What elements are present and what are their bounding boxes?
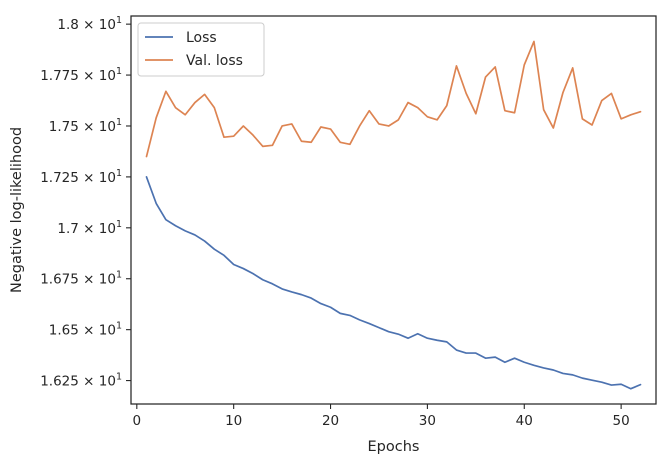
y-tick-base: 10 (99, 119, 116, 135)
y-tick-times: × (79, 68, 99, 84)
plot-frame (130, 15, 657, 405)
series-line-1 (145, 40, 642, 158)
y-tick-label: 1.75 × 101 (49, 117, 122, 135)
series-layer (145, 40, 642, 390)
y-tick-times: × (79, 374, 99, 390)
y-tick-base: 10 (99, 272, 116, 288)
y-tick-base: 10 (99, 323, 116, 339)
y-tick-base: 10 (99, 170, 116, 186)
y-tick-times: × (79, 323, 99, 339)
y-tick-mantissa: 1.675 (40, 272, 79, 288)
x-axis-ticks: 0 10 20 30 40 50 (133, 404, 630, 429)
y-tick-exponent: 1 (116, 168, 122, 179)
y-tick-exponent: 1 (116, 117, 122, 128)
x-tick-label: 50 (613, 413, 630, 429)
y-tick-times: × (79, 170, 99, 186)
y-tick-times: × (79, 272, 99, 288)
y-tick-exponent: 1 (116, 372, 122, 383)
y-tick-base: 10 (99, 374, 116, 390)
x-tick-label: 10 (225, 413, 242, 429)
legend-label: Loss (186, 30, 217, 46)
y-tick-label: 1.65 × 101 (49, 321, 122, 339)
y-tick-times: × (79, 119, 99, 135)
legend-label: Val. loss (186, 53, 243, 69)
y-tick-exponent: 1 (116, 66, 122, 77)
y-tick-label: 1.8 × 101 (57, 15, 122, 33)
x-tick-label: 40 (516, 413, 533, 429)
y-tick-base: 10 (99, 17, 116, 33)
y-tick-base: 10 (99, 221, 116, 237)
y-tick-mantissa: 1.625 (40, 374, 79, 390)
y-axis-label: Negative log-likelihood (9, 127, 25, 293)
y-tick-mantissa: 1.7 (57, 221, 78, 237)
y-tick-label: 1.7 × 101 (57, 219, 122, 237)
y-tick-exponent: 1 (116, 15, 122, 26)
y-tick-times: × (79, 17, 99, 33)
x-tick-label: 30 (419, 413, 436, 429)
y-tick-mantissa: 1.8 (57, 17, 78, 33)
legend: Loss Val. loss (137, 22, 265, 77)
y-tick-mantissa: 1.775 (40, 68, 79, 84)
y-tick-label: 1.775 × 101 (40, 66, 122, 84)
x-tick-label: 0 (133, 413, 142, 429)
y-tick-times: × (79, 221, 99, 237)
y-tick-label: 1.725 × 101 (40, 168, 122, 186)
y-tick-mantissa: 1.75 (49, 119, 79, 135)
x-tick-label: 20 (322, 413, 339, 429)
y-tick-exponent: 1 (116, 219, 122, 230)
y-tick-label: 1.675 × 101 (40, 270, 122, 288)
y-tick-mantissa: 1.65 (49, 323, 79, 339)
y-tick-base: 10 (99, 68, 116, 84)
y-tick-exponent: 1 (116, 321, 122, 332)
y-tick-label: 1.625 × 101 (40, 372, 122, 390)
series-line-0 (145, 176, 642, 390)
y-tick-exponent: 1 (116, 270, 122, 281)
y-tick-mantissa: 1.725 (40, 170, 79, 186)
x-axis-label: Epochs (368, 439, 420, 455)
